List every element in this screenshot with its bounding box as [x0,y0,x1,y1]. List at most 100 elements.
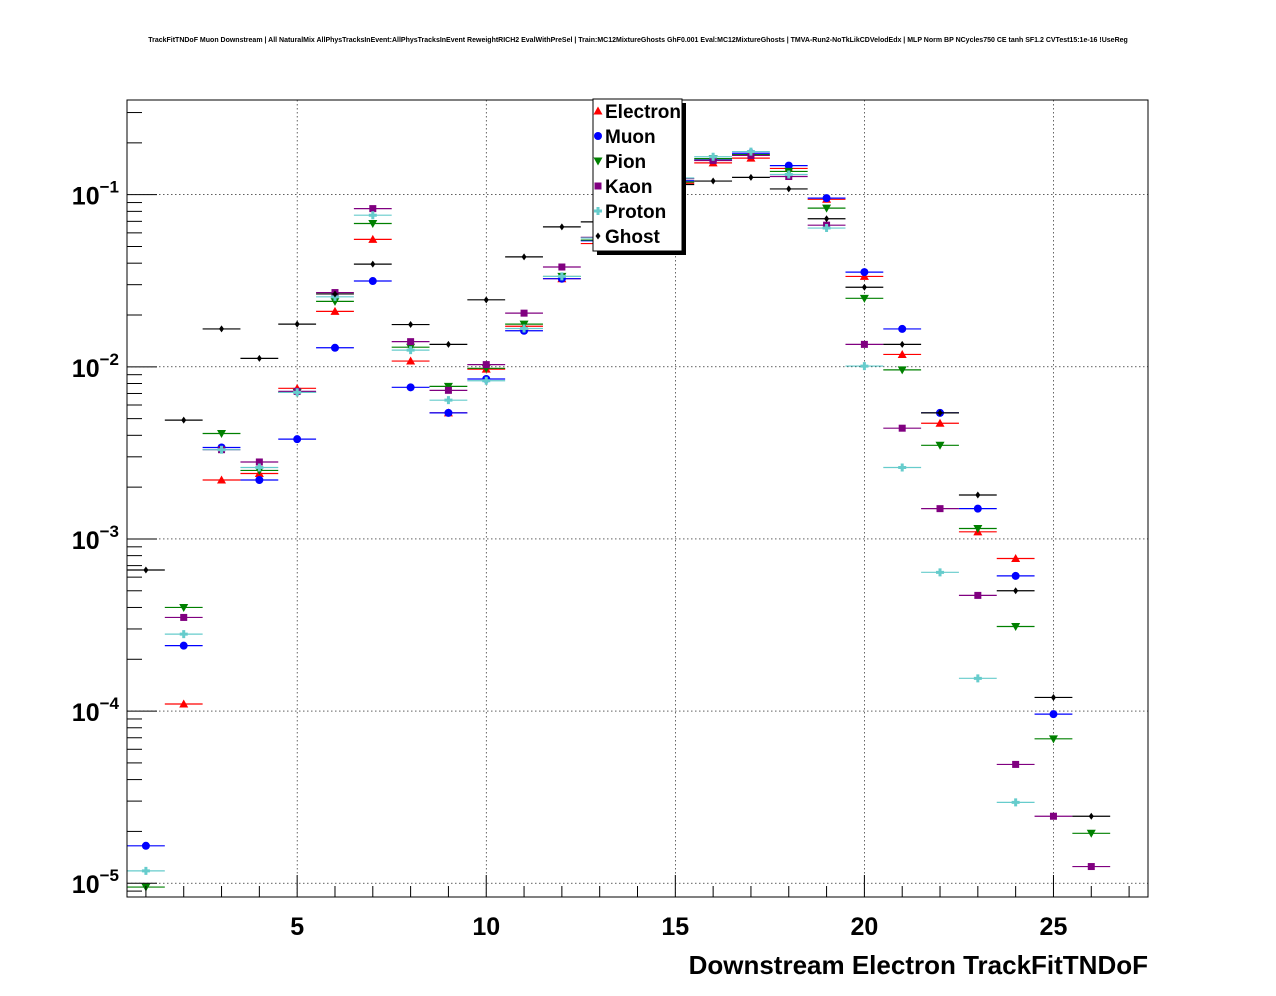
data-point-proton [255,463,264,472]
data-point-ghost [483,296,489,304]
data-point-kaon [255,458,263,466]
data-point-pion [897,366,907,375]
data-point-ghost [937,409,943,417]
data-point-ghost [899,340,905,348]
data-point-muon [406,383,415,392]
data-point-proton [444,396,453,405]
data-point-ghost [445,340,451,348]
y-tick-base: 10 [72,699,100,727]
data-series [127,147,1111,892]
data-point-ghost [521,253,527,261]
y-tick-exponent: −5 [100,866,119,885]
data-point-electron [179,699,189,708]
data-point-muon [368,277,377,286]
series-ghost [127,173,1111,820]
data-point-muon [860,268,869,277]
data-point-pion [217,429,227,438]
data-point-proton [936,568,945,577]
y-tick-exponent: −2 [100,350,119,369]
data-point-proton [482,376,491,385]
data-point-kaon [558,263,566,271]
data-point-ghost [559,223,565,231]
data-point-kaon [520,309,528,317]
data-point-muon [179,641,188,650]
data-point-kaon [1087,863,1095,871]
y-tick-label: 10−4 [72,694,120,727]
y-tick-label: 10−1 [72,178,119,211]
x-tick-label: 5 [290,913,304,941]
data-point-proton [520,324,529,333]
data-point-ghost [786,185,792,193]
data-point-ghost [181,416,187,424]
y-tick-exponent: −3 [100,522,119,541]
legend-box [592,98,683,252]
data-point-ghost [1013,587,1019,595]
data-point-muon [141,841,150,850]
data-point-muon [330,343,339,352]
data-point-kaon [369,205,377,213]
data-point-pion [1086,829,1096,838]
data-point-muon [1011,571,1020,580]
data-point-ghost [408,321,414,329]
x-tick-label: 25 [1040,913,1068,941]
x-axis-label: Downstream Electron TrackFitTNDoF [689,950,1148,980]
data-point-ghost [294,320,300,328]
data-point-electron [1011,553,1021,562]
legend-marker-pion [593,157,603,166]
data-point-pion [179,603,189,612]
y-tick-base: 10 [72,183,100,211]
data-point-electron [897,349,907,358]
data-point-kaon [1049,812,1057,820]
data-point-ghost [710,177,716,185]
data-point-ghost [861,283,867,291]
data-point-kaon [860,340,868,348]
x-tick-label: 15 [661,913,689,941]
data-point-kaon [936,505,944,513]
data-point-proton [709,152,718,161]
data-point-muon [293,435,302,444]
data-point-muon [444,408,453,417]
data-point-proton [368,211,377,220]
data-point-pion [973,525,983,534]
data-point-muon [1049,710,1058,719]
data-point-electron [217,475,227,484]
data-point-pion [1048,735,1058,744]
data-point-kaon [482,361,490,369]
legend-label-pion: Pion [605,152,646,173]
data-point-proton [293,388,302,397]
series-proton [127,147,1035,875]
data-point-ghost [748,173,754,181]
data-point-kaon [180,613,188,621]
legend-marker-ghost [595,232,601,240]
y-tick-label: 10−5 [72,866,119,899]
data-point-proton [860,362,869,371]
legend-marker-proton [594,207,602,215]
data-point-ghost [1050,693,1056,701]
data-point-proton [217,445,226,454]
data-point-muon [898,324,907,333]
y-tick-base: 10 [72,871,100,899]
legend-label-electron: Electron [605,102,681,123]
y-tick-exponent: −4 [100,694,120,713]
y-tick-base: 10 [72,355,100,383]
legend-marker-electron [593,106,603,115]
data-point-ghost [1088,812,1094,820]
data-point-pion [330,297,340,306]
legend-marker-kaon [594,182,602,190]
data-point-proton [973,674,982,683]
data-point-ghost [824,215,830,223]
legend-marker-muon [594,132,602,140]
data-point-muon [784,161,793,170]
data-point-proton [179,630,188,639]
data-point-electron [406,356,416,365]
data-point-proton [898,463,907,472]
data-point-pion [822,204,832,213]
x-tick-label: 10 [472,913,500,941]
data-point-pion [859,294,869,303]
data-point-ghost [256,354,262,362]
data-point-pion [1011,623,1021,632]
data-point-electron [330,306,340,315]
data-point-proton [1011,798,1020,807]
